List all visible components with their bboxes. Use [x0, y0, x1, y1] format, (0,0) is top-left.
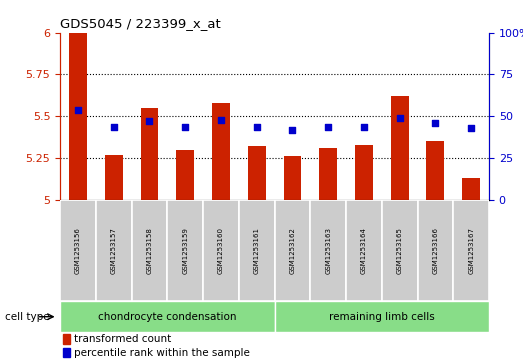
- Bar: [355, 144, 373, 200]
- Bar: [239, 200, 275, 301]
- Bar: [275, 301, 489, 332]
- Bar: [248, 146, 266, 200]
- Point: [467, 125, 475, 131]
- Text: GSM1253160: GSM1253160: [218, 227, 224, 274]
- Point: [324, 124, 333, 130]
- Bar: [212, 103, 230, 200]
- Point: [288, 127, 297, 133]
- Text: GDS5045 / 223399_x_at: GDS5045 / 223399_x_at: [60, 17, 221, 30]
- Bar: [346, 200, 382, 301]
- Bar: [176, 150, 194, 200]
- Text: GSM1253157: GSM1253157: [111, 227, 117, 274]
- Bar: [63, 348, 70, 357]
- Text: cell type: cell type: [5, 312, 50, 322]
- Point: [74, 107, 82, 113]
- Bar: [283, 156, 301, 200]
- Point: [145, 118, 154, 124]
- Bar: [203, 200, 239, 301]
- Text: GSM1253161: GSM1253161: [254, 227, 260, 274]
- Text: GSM1253159: GSM1253159: [182, 227, 188, 274]
- Bar: [63, 334, 70, 343]
- Bar: [141, 108, 158, 200]
- Point: [395, 115, 404, 121]
- Bar: [417, 200, 453, 301]
- Bar: [391, 96, 408, 200]
- Text: GSM1253162: GSM1253162: [289, 227, 295, 274]
- Point: [253, 124, 261, 130]
- Bar: [167, 200, 203, 301]
- Bar: [426, 141, 445, 200]
- Bar: [453, 200, 489, 301]
- Text: GSM1253156: GSM1253156: [75, 227, 81, 274]
- Text: GSM1253166: GSM1253166: [433, 227, 438, 274]
- Bar: [69, 33, 87, 200]
- Text: transformed count: transformed count: [74, 334, 172, 344]
- Text: GSM1253164: GSM1253164: [361, 227, 367, 274]
- Text: GSM1253158: GSM1253158: [146, 227, 153, 274]
- Point: [360, 124, 368, 130]
- Bar: [310, 200, 346, 301]
- Bar: [60, 200, 96, 301]
- Point: [181, 124, 189, 130]
- Text: percentile rank within the sample: percentile rank within the sample: [74, 347, 250, 358]
- Bar: [96, 200, 132, 301]
- Bar: [275, 200, 310, 301]
- Point: [110, 124, 118, 130]
- Bar: [319, 148, 337, 200]
- Text: remaining limb cells: remaining limb cells: [329, 312, 435, 322]
- Text: GSM1253165: GSM1253165: [396, 227, 403, 274]
- Bar: [60, 301, 275, 332]
- Text: GSM1253163: GSM1253163: [325, 227, 331, 274]
- Bar: [132, 200, 167, 301]
- Text: chondrocyte condensation: chondrocyte condensation: [98, 312, 236, 322]
- Text: GSM1253167: GSM1253167: [468, 227, 474, 274]
- Bar: [382, 200, 417, 301]
- Point: [431, 120, 439, 126]
- Bar: [105, 155, 123, 200]
- Bar: [462, 178, 480, 200]
- Point: [217, 118, 225, 123]
